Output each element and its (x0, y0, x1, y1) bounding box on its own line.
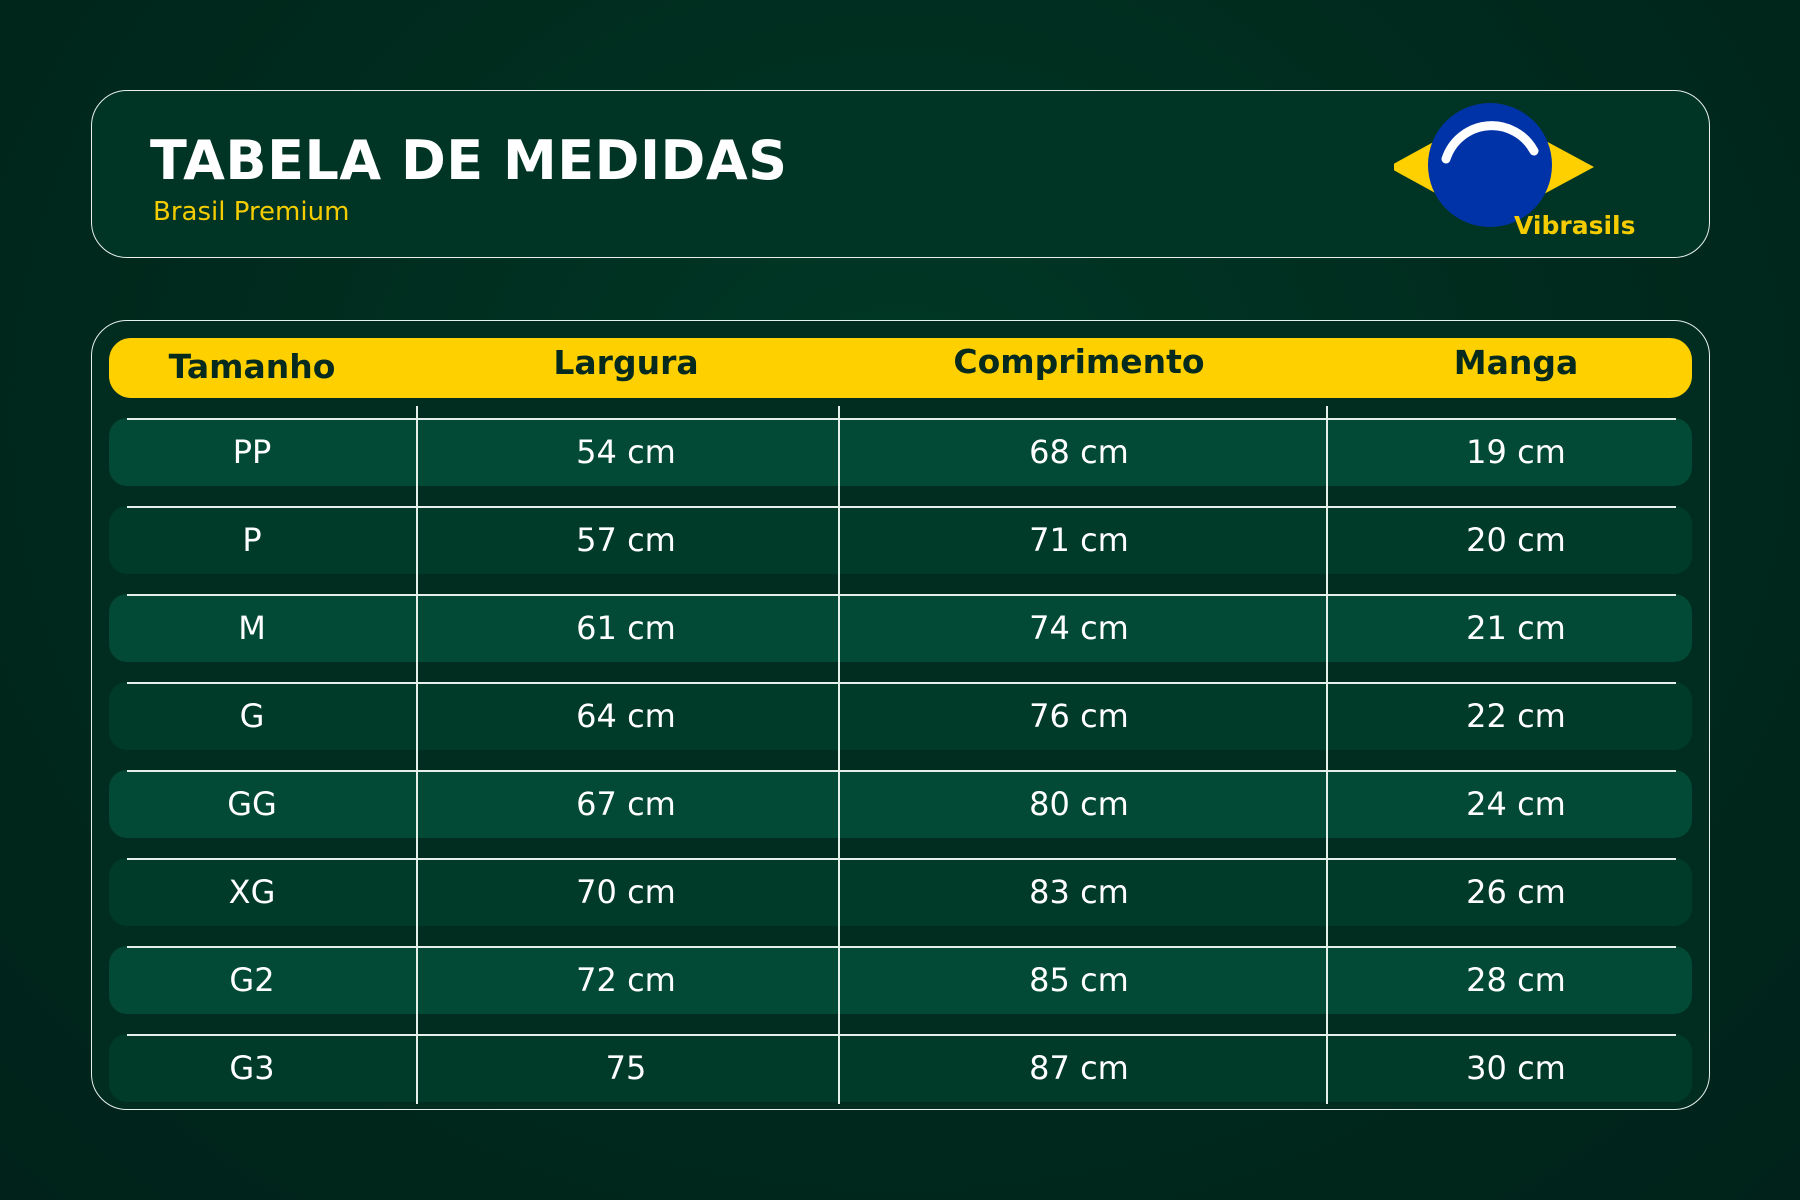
size-table: Tamanho Largura Comprimento Manga PP 54 cm 68… (91, 320, 1710, 1110)
width-cell: 64 cm (576, 697, 676, 735)
size-cell: GG (227, 785, 277, 823)
row-divider (127, 418, 1676, 420)
size-cell: G3 (229, 1049, 275, 1087)
page-subtitle: Brasil Premium (153, 197, 350, 227)
header-card: TABELA DE MEDIDAS Brasil Premium Vibrasi… (91, 90, 1710, 258)
column-divider (416, 406, 418, 1104)
table-row (109, 594, 1692, 662)
table-row (109, 858, 1692, 926)
page-title: TABELA DE MEDIDAS (150, 129, 788, 192)
length-cell: 68 cm (1029, 433, 1129, 471)
sleeve-cell: 24 cm (1466, 785, 1566, 823)
size-cell: M (238, 609, 266, 647)
width-cell: 54 cm (576, 433, 676, 471)
column-divider (838, 406, 840, 1104)
column-header-comprimento: Comprimento (953, 342, 1205, 381)
length-cell: 87 cm (1029, 1049, 1129, 1087)
brand-name: Vibrasils (1514, 211, 1636, 240)
sleeve-cell: 28 cm (1466, 961, 1566, 999)
table-header-bar (109, 338, 1692, 398)
row-divider (127, 946, 1676, 948)
table-row (109, 1034, 1692, 1102)
row-divider (127, 858, 1676, 860)
table-row (109, 946, 1692, 1014)
width-cell: 70 cm (576, 873, 676, 911)
sleeve-cell: 22 cm (1466, 697, 1566, 735)
row-divider (127, 770, 1676, 772)
sleeve-cell: 20 cm (1466, 521, 1566, 559)
sleeve-cell: 21 cm (1466, 609, 1566, 647)
size-cell: XG (228, 873, 276, 911)
row-divider (127, 682, 1676, 684)
row-divider (127, 1034, 1676, 1036)
table-row (109, 506, 1692, 574)
column-header-tamanho: Tamanho (168, 347, 336, 386)
row-divider (127, 506, 1676, 508)
width-cell: 61 cm (576, 609, 676, 647)
table-row (109, 770, 1692, 838)
width-cell: 67 cm (576, 785, 676, 823)
size-cell: P (242, 521, 262, 559)
column-header-manga: Manga (1453, 343, 1579, 382)
size-cell: PP (232, 433, 272, 471)
length-cell: 71 cm (1029, 521, 1129, 559)
brazil-flag-logo-icon (1394, 103, 1594, 227)
width-cell: 57 cm (576, 521, 676, 559)
column-divider (1326, 406, 1328, 1104)
length-cell: 74 cm (1029, 609, 1129, 647)
length-cell: 76 cm (1029, 697, 1129, 735)
size-cell: G (239, 697, 265, 735)
width-cell: 72 cm (576, 961, 676, 999)
length-cell: 83 cm (1029, 873, 1129, 911)
table-row (109, 682, 1692, 750)
length-cell: 80 cm (1029, 785, 1129, 823)
sleeve-cell: 30 cm (1466, 1049, 1566, 1087)
sleeve-cell: 19 cm (1466, 433, 1566, 471)
table-row (109, 418, 1692, 486)
sleeve-cell: 26 cm (1466, 873, 1566, 911)
length-cell: 85 cm (1029, 961, 1129, 999)
size-cell: G2 (229, 961, 275, 999)
width-cell: 75 (605, 1049, 647, 1087)
row-divider (127, 594, 1676, 596)
column-header-largura: Largura (553, 343, 699, 382)
